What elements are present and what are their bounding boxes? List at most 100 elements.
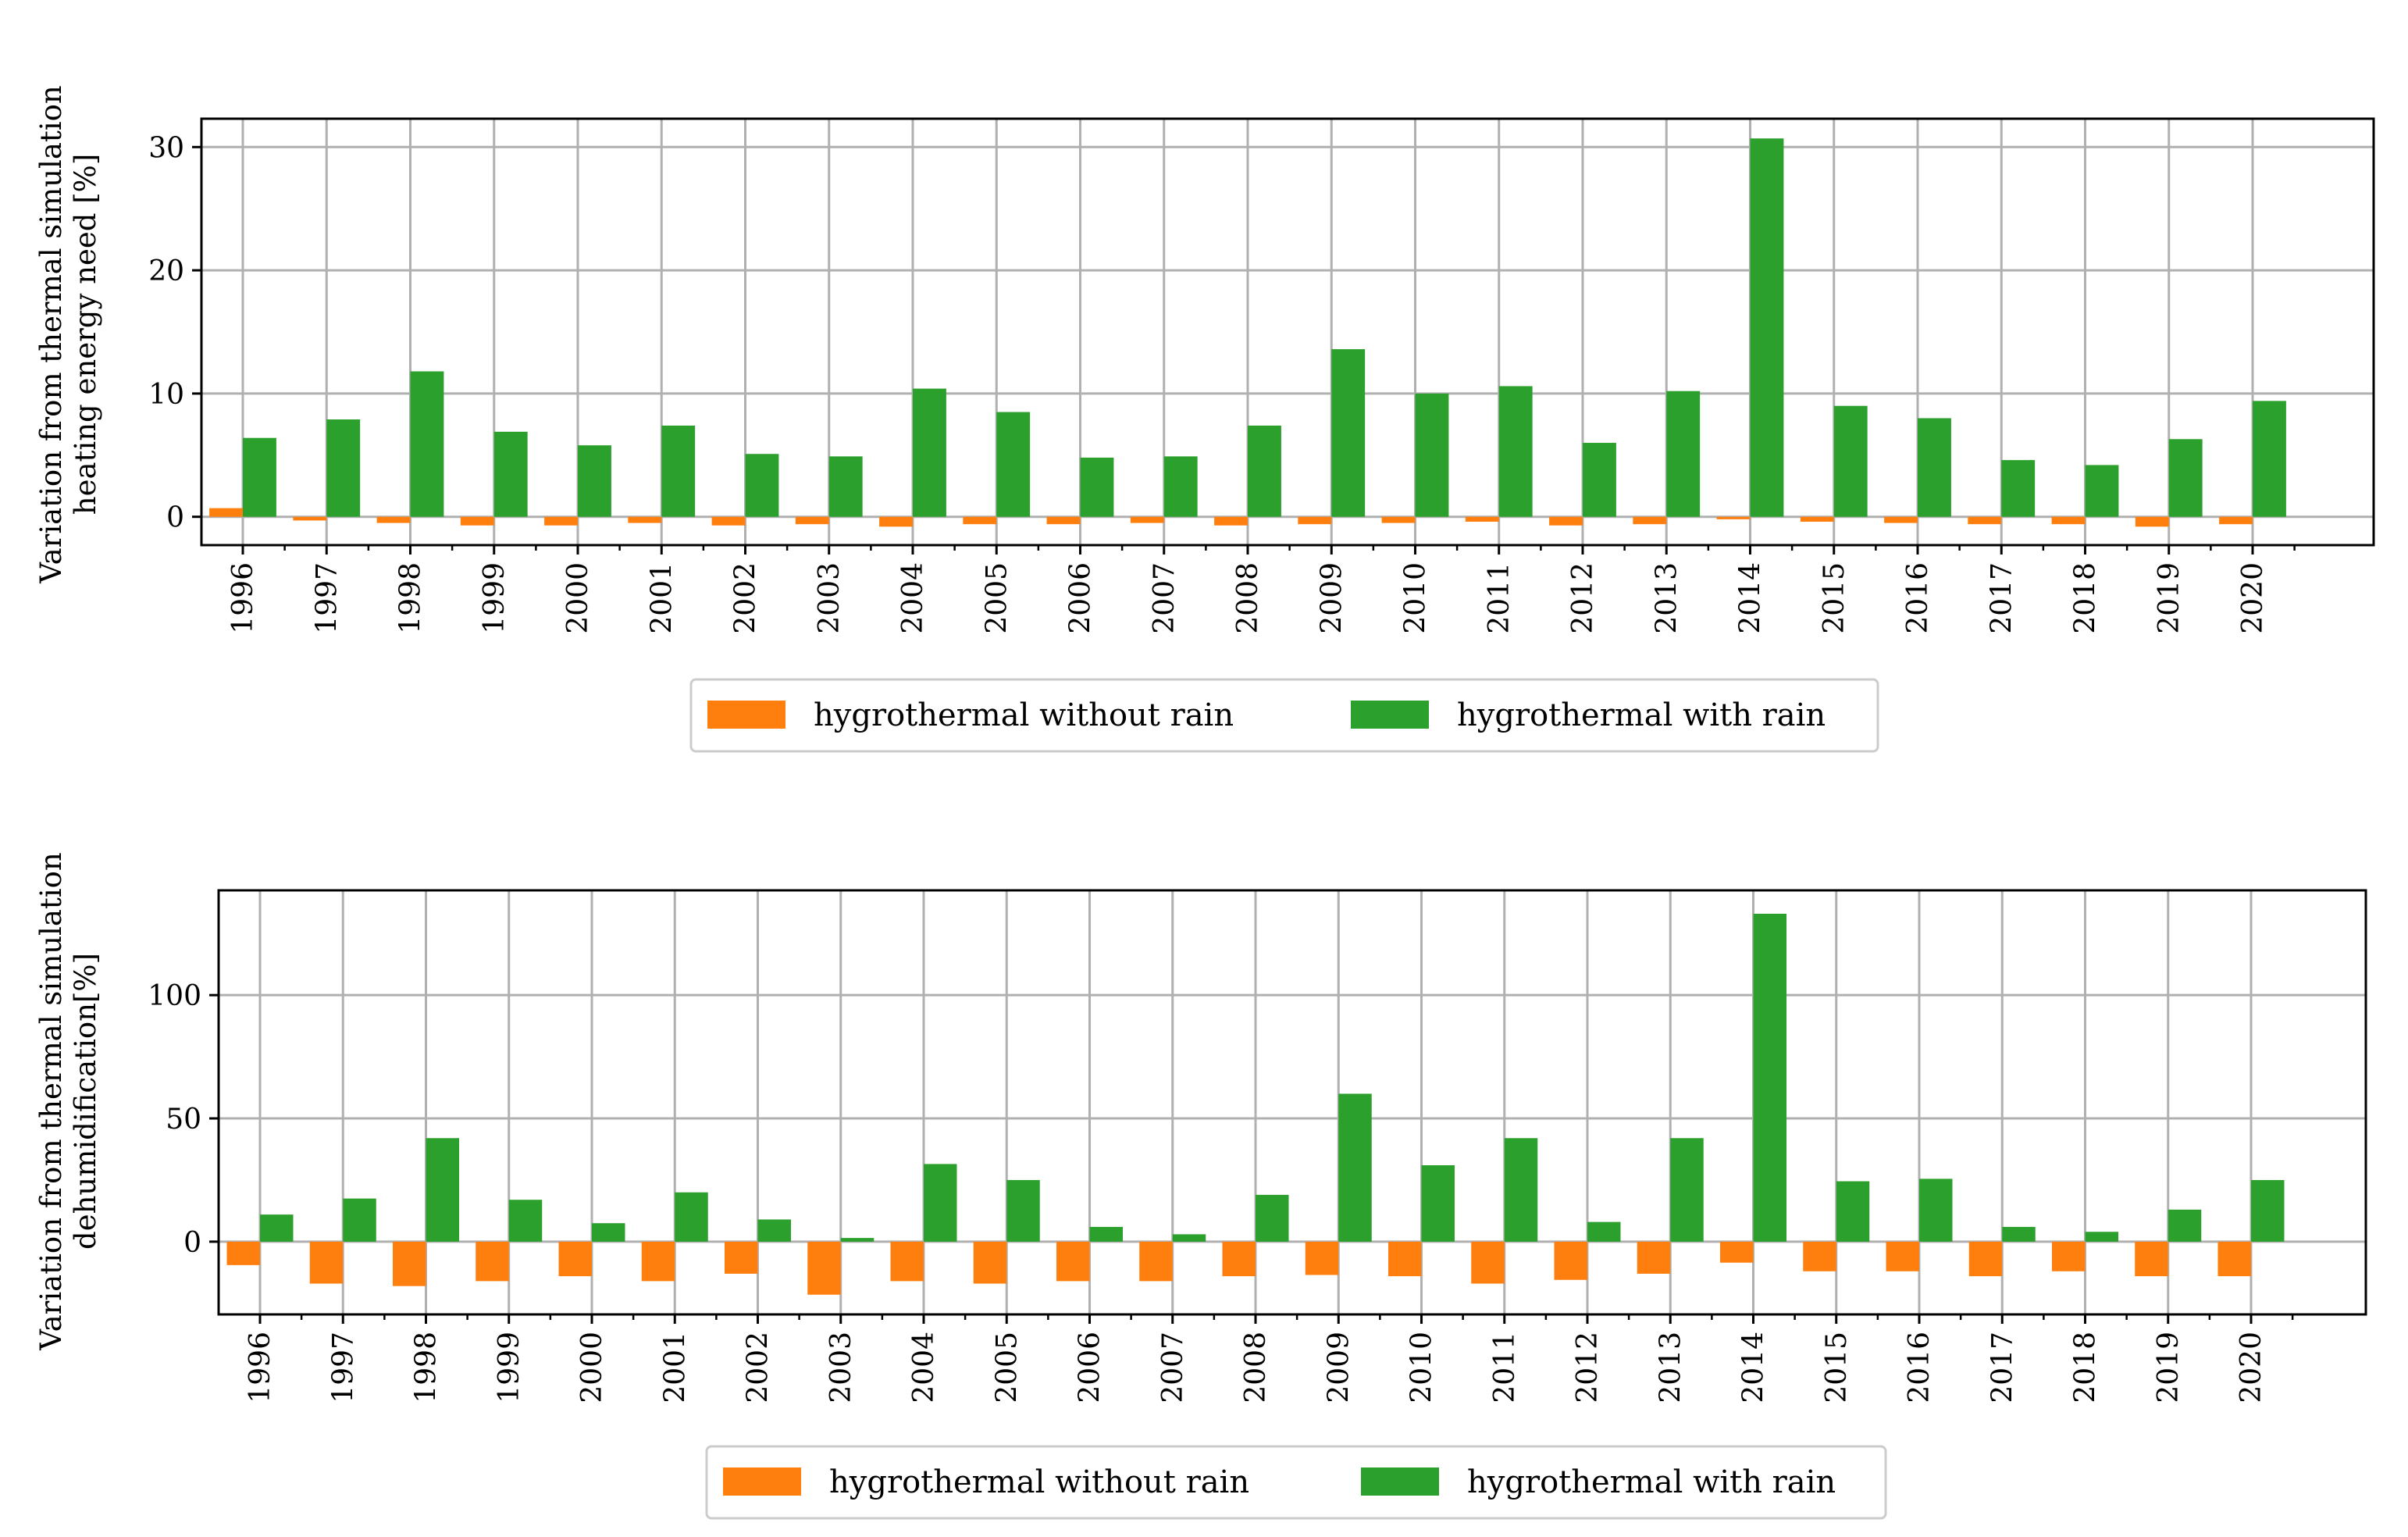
x-tick-label: 2014 <box>1735 562 1767 634</box>
x-tick-label: 2014 <box>1738 1332 1770 1403</box>
x-tick-label: 2016 <box>1902 562 1934 634</box>
y-ticks: 0 50 100 <box>148 980 219 1259</box>
bar-without-rain-2013 <box>1633 516 1667 525</box>
bar-with-rain-2019 <box>2168 1209 2202 1242</box>
y-tick-label: 0 <box>183 1227 201 1259</box>
bar-without-rain-2010 <box>1381 516 1416 523</box>
bar-without-rain-2012 <box>1549 516 1583 526</box>
bar-with-rain-2012 <box>1583 443 1616 517</box>
bar-with-rain-2003 <box>840 1238 875 1242</box>
bar-with-rain-2002 <box>745 454 779 517</box>
y-tick-label: 100 <box>148 980 201 1012</box>
bar-with-rain-2015 <box>1836 1181 1870 1242</box>
bar-with-rain-2016 <box>1918 418 1951 517</box>
bar-without-rain-2003 <box>807 1241 841 1295</box>
bar-without-rain-1999 <box>460 516 494 526</box>
bar-with-rain-2019 <box>2168 439 2203 517</box>
x-tick-label: 2017 <box>1986 562 2018 634</box>
x-tick-label: 2009 <box>1323 1332 1355 1403</box>
x-tick-label: 2005 <box>991 1332 1023 1403</box>
bar-with-rain-2015 <box>1833 405 1868 517</box>
legend-swatch-with-rain <box>1361 1467 1439 1496</box>
x-tick-label: 2018 <box>2070 562 2102 634</box>
x-tick-label: 2018 <box>2070 1332 2102 1403</box>
bar-without-rain-2002 <box>711 516 746 526</box>
bar-with-rain-2013 <box>1670 1138 1704 1242</box>
x-tick-label: 1998 <box>411 1332 443 1403</box>
x-tick-label: 2002 <box>730 562 762 634</box>
bar-without-rain-2011 <box>1465 516 1499 522</box>
bar-without-rain-2017 <box>1968 1241 2003 1277</box>
x-tick-label: 1997 <box>311 562 343 634</box>
legend: hygrothermal without rain hygrothermal w… <box>705 1445 1887 1520</box>
bar-with-rain-2016 <box>1919 1179 1953 1242</box>
x-tick-label: 2009 <box>1316 562 1348 634</box>
x-tick-label: 2006 <box>1074 1332 1106 1403</box>
bar-without-rain-2001 <box>641 1241 675 1282</box>
bar-without-rain-2018 <box>2051 516 2086 525</box>
bar-without-rain-2007 <box>1139 1241 1173 1282</box>
x-tick-label: 1999 <box>493 1332 525 1403</box>
bar-without-rain-2014 <box>1720 1241 1754 1263</box>
x-tick-label: 2020 <box>2235 1332 2267 1403</box>
bar-without-rain-2015 <box>1803 1241 1836 1271</box>
bar-with-rain-2007 <box>1172 1234 1206 1242</box>
bar-without-rain-2009 <box>1298 516 1332 525</box>
bar-without-rain-2011 <box>1471 1241 1505 1284</box>
bar-with-rain-2020 <box>2251 1179 2285 1242</box>
plot-frame <box>200 117 2375 547</box>
bar-with-rain-2014 <box>1753 913 1786 1242</box>
y-tick-label: 30 <box>148 132 184 164</box>
x-tick-label: 1996 <box>244 1332 276 1403</box>
bar-without-rain-1997 <box>309 1241 344 1284</box>
x-tick-label: 2003 <box>825 1332 857 1403</box>
bar-with-rain-2011 <box>1504 1138 1538 1242</box>
bar-with-rain-2007 <box>1163 456 1198 517</box>
chart-dehumidification: 0 50 100 1996 1997 1998 1999 2000 2001 2002 2003 2… <box>34 852 2367 1520</box>
y-tick-label: 50 <box>166 1104 201 1136</box>
bar-without-rain-2003 <box>795 516 829 525</box>
bar-without-rain-1998 <box>393 1241 426 1286</box>
bar-with-rain-2002 <box>757 1219 791 1242</box>
x-tick-label: 2003 <box>814 562 846 634</box>
bar-with-rain-2003 <box>828 456 863 517</box>
bar-with-rain-2010 <box>1421 1165 1455 1242</box>
bar-with-rain-2006 <box>1089 1226 1123 1242</box>
bar-without-rain-2000 <box>544 516 578 526</box>
bar-without-rain-2002 <box>725 1241 758 1274</box>
bar-with-rain-2017 <box>2002 1226 2036 1242</box>
x-tick-label: 2002 <box>743 1332 775 1403</box>
bar-without-rain-2005 <box>973 1241 1007 1284</box>
bar-without-rain-1996 <box>209 508 243 517</box>
bar-with-rain-2012 <box>1587 1221 1621 1242</box>
legend: hygrothermal without rain hygrothermal w… <box>689 678 1879 753</box>
x-tick-label: 2000 <box>576 1332 608 1403</box>
bar-with-rain-2009 <box>1331 349 1366 517</box>
bar-without-rain-2010 <box>1388 1241 1422 1277</box>
bar-without-rain-2004 <box>879 516 913 527</box>
legend-label-without-rain: hygrothermal without rain <box>814 697 1234 733</box>
bar-with-rain-1996 <box>243 437 276 517</box>
bar-without-rain-2019 <box>2135 1241 2168 1277</box>
x-tick-label: 1999 <box>479 562 511 634</box>
x-tick-label: 2001 <box>646 562 678 634</box>
legend-label-without-rain: hygrothermal without rain <box>829 1464 1249 1500</box>
x-tick-label: 2017 <box>1986 1332 2018 1403</box>
bar-without-rain-2018 <box>2052 1241 2086 1271</box>
bar-without-rain-2007 <box>1130 516 1164 523</box>
bar-with-rain-2018 <box>2085 1232 2118 1242</box>
bars <box>209 138 2286 527</box>
bar-without-rain-2020 <box>2217 1241 2251 1277</box>
x-tick-label: 2015 <box>1821 1332 1853 1403</box>
bar-with-rain-2017 <box>2001 460 2036 517</box>
x-tick-label: 2005 <box>981 562 1013 634</box>
bar-without-rain-2006 <box>1046 516 1081 525</box>
bar-without-rain-1999 <box>476 1241 509 1282</box>
bar-without-rain-2020 <box>2219 516 2253 525</box>
x-tick-label: 2010 <box>1400 562 1432 634</box>
bar-with-rain-1997 <box>343 1198 376 1242</box>
bar-without-rain-2004 <box>890 1241 924 1282</box>
bar-without-rain-1996 <box>226 1241 260 1265</box>
